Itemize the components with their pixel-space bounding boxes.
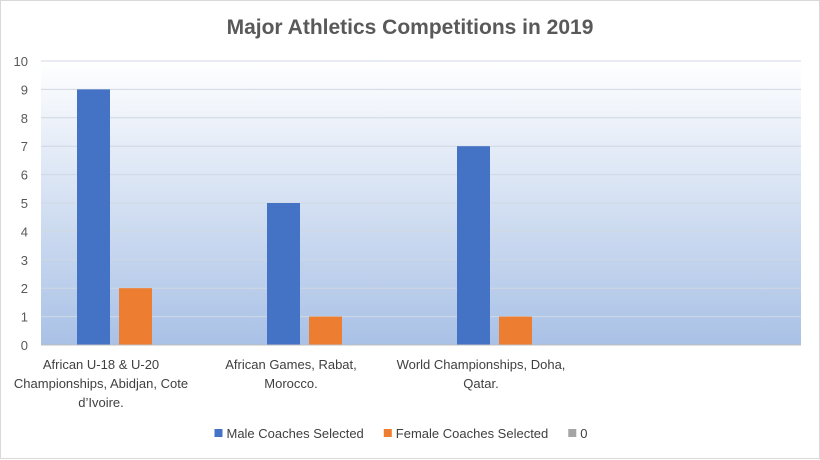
- y-tick-label: 3: [21, 253, 28, 268]
- bar-male: [267, 203, 300, 345]
- legend-swatch: [383, 429, 392, 437]
- legend-swatch: [214, 429, 223, 437]
- category-label: World Championships, Doha, Qatar.: [397, 357, 566, 391]
- legend: Male Coaches Selected Female Coaches Sele…: [214, 426, 588, 441]
- category-label: African Games, Rabat, Morocco.: [225, 357, 357, 391]
- legend-label: 0: [580, 426, 587, 441]
- y-axis: 0 1 2 3 4 5 6 7 8 9 10: [14, 54, 28, 353]
- y-tick-label: 7: [21, 139, 28, 154]
- y-tick-label: 9: [21, 82, 28, 97]
- y-tick-label: 6: [21, 168, 28, 183]
- bars: [77, 89, 532, 346]
- legend-swatch: [568, 429, 577, 437]
- y-tick-label: 4: [21, 224, 28, 239]
- bar-female: [119, 288, 152, 345]
- gridlines: [41, 60, 801, 318]
- legend-label: Male Coaches Selected: [226, 426, 363, 441]
- bar-male: [77, 89, 110, 346]
- legend-label: Female Coaches Selected: [396, 426, 548, 441]
- bar-female: [309, 316, 342, 345]
- y-tick-label: 0: [21, 338, 28, 353]
- x-axis: African U-18 & U-20 Championships, Abidja…: [14, 344, 801, 410]
- y-tick-label: 10: [14, 54, 28, 69]
- category-label: African U-18 & U-20 Championships, Abidja…: [14, 357, 188, 410]
- bar-male: [457, 146, 490, 345]
- y-tick-label: 2: [21, 281, 28, 296]
- y-tick-label: 8: [21, 111, 28, 126]
- y-tick-label: 5: [21, 196, 28, 211]
- chart-title: Major Athletics Competitions in 2019: [227, 16, 594, 39]
- y-tick-label: 1: [21, 310, 28, 325]
- bar-female: [499, 316, 532, 345]
